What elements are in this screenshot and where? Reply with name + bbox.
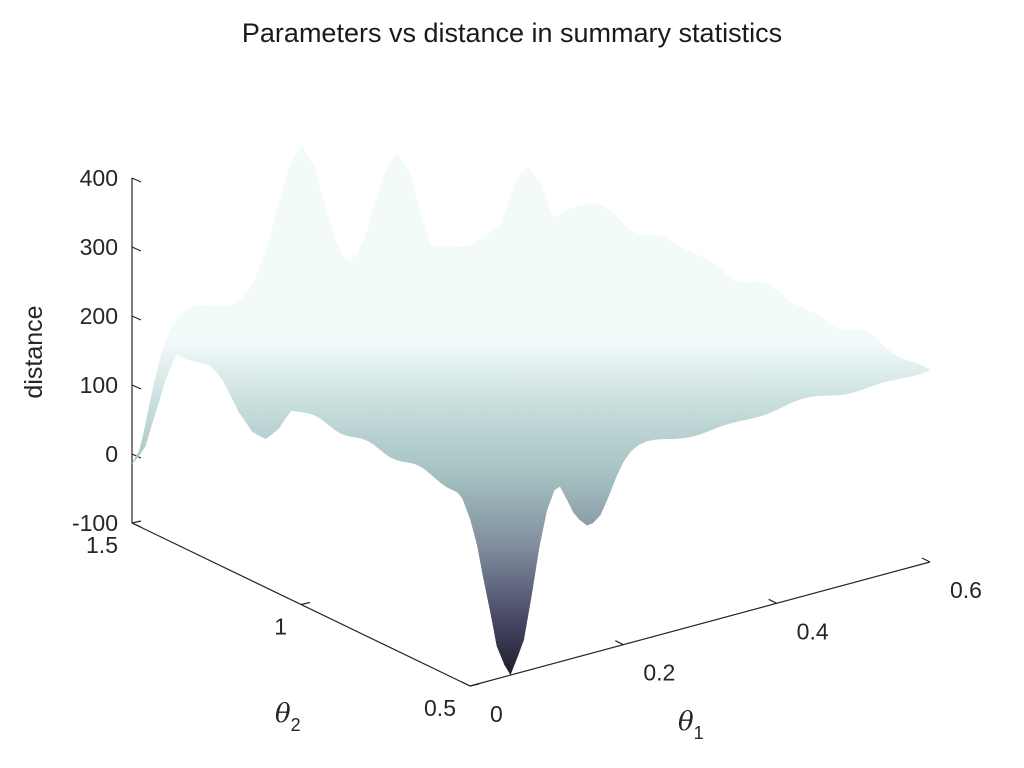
- theta1-axis-line: [469, 561, 931, 687]
- theta1-tick-label: 0.6: [950, 577, 982, 603]
- theta2-axis-label: θ2: [275, 699, 301, 735]
- theta2-tick: [300, 601, 311, 606]
- theta2-tick-label: 1: [274, 614, 287, 640]
- chart-title: Parameters vs distance in summary statis…: [241, 18, 783, 48]
- z-tick-label: 200: [80, 303, 118, 329]
- distance-surface: [131, 145, 931, 676]
- z-tick-label: -100: [72, 510, 118, 536]
- theta1-tick: [615, 640, 624, 646]
- z-tick-label: 300: [80, 234, 118, 260]
- theta1-tick: [461, 681, 471, 687]
- theta2-tick: [131, 520, 142, 524]
- theta2-tick-label: 1.5: [86, 532, 118, 558]
- theta1-tick-label: 0.4: [797, 618, 829, 644]
- theta2-tick-label: 0.5: [424, 695, 456, 721]
- z-tick: [131, 177, 142, 183]
- z-tick-label: 400: [80, 165, 118, 191]
- z-tick: [131, 384, 142, 390]
- theta1-tick-label: 0.2: [643, 660, 675, 686]
- z-axis-label: distance: [20, 305, 48, 398]
- theta1-tick-label: 0: [490, 701, 503, 727]
- theta1-tick: [921, 557, 931, 563]
- z-tick-label: 0: [105, 441, 118, 467]
- theta1-axis-label: θ1: [678, 707, 704, 743]
- z-tick: [131, 315, 142, 321]
- theta2-axis: 0.5 1 1.5: [86, 520, 480, 721]
- z-tick: [131, 246, 142, 252]
- theta1-tick: [768, 598, 777, 604]
- z-tick-label: 100: [80, 372, 118, 398]
- theta1-axis: 0 0.2 0.4 0.6: [461, 557, 982, 727]
- z-axis: -100 0 100 200 300 400: [72, 165, 142, 536]
